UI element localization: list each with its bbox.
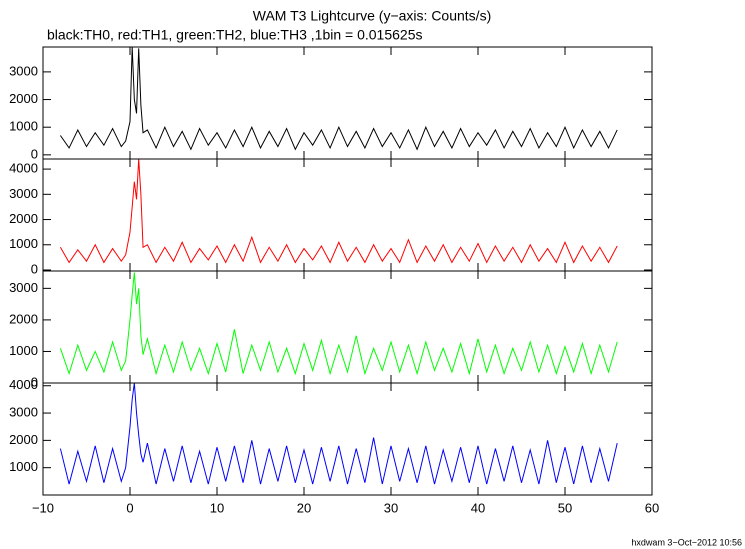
chart-subtitle: black:TH0, red:TH1, green:TH2, blue:TH3 … — [47, 27, 422, 43]
y-tick-label: 4000 — [9, 161, 38, 176]
y-tick-label: 0 — [31, 146, 38, 161]
x-tick-label: 40 — [471, 500, 485, 515]
panel-frame — [42, 46, 653, 160]
y-tick-label: 0 — [31, 374, 38, 389]
light-curve — [59, 382, 618, 485]
x-tick-label: −10 — [32, 500, 54, 515]
y-tick-label: 3000 — [9, 186, 38, 201]
x-tick-label: 30 — [384, 500, 398, 515]
y-tick-label: 3000 — [9, 280, 38, 295]
y-tick-label: 0 — [31, 261, 38, 276]
y-tick-label: 3000 — [9, 404, 38, 419]
y-tick-label: 2000 — [9, 311, 38, 326]
y-tick-label: 4000 — [9, 377, 38, 392]
y-tick-label: 1000 — [9, 343, 38, 358]
light-curve — [59, 272, 618, 376]
y-tick-label: 1000 — [9, 459, 38, 474]
light-curve — [59, 158, 618, 264]
y-tick-label: 3000 — [9, 63, 38, 78]
chart-title: WAM T3 Lightcurve (y−axis: Counts/s) — [253, 8, 491, 24]
footer: hxdwam 3−Oct−2012 10:56 — [631, 537, 742, 547]
x-tick-label: 50 — [558, 500, 572, 515]
x-tick-label: 20 — [297, 500, 311, 515]
y-tick-label: 2000 — [9, 432, 38, 447]
y-tick-label: 2000 — [9, 211, 38, 226]
y-tick-label: 1000 — [9, 236, 38, 251]
x-tick-label: 0 — [126, 500, 133, 515]
panel-frame — [42, 382, 653, 496]
x-tick-label: 60 — [645, 500, 659, 515]
x-tick-label: 10 — [210, 500, 224, 515]
y-tick-label: 2000 — [9, 91, 38, 106]
panel-frame — [42, 158, 653, 272]
panel-frame — [42, 270, 653, 384]
light-curve — [59, 46, 618, 151]
y-tick-label: 1000 — [9, 119, 38, 134]
